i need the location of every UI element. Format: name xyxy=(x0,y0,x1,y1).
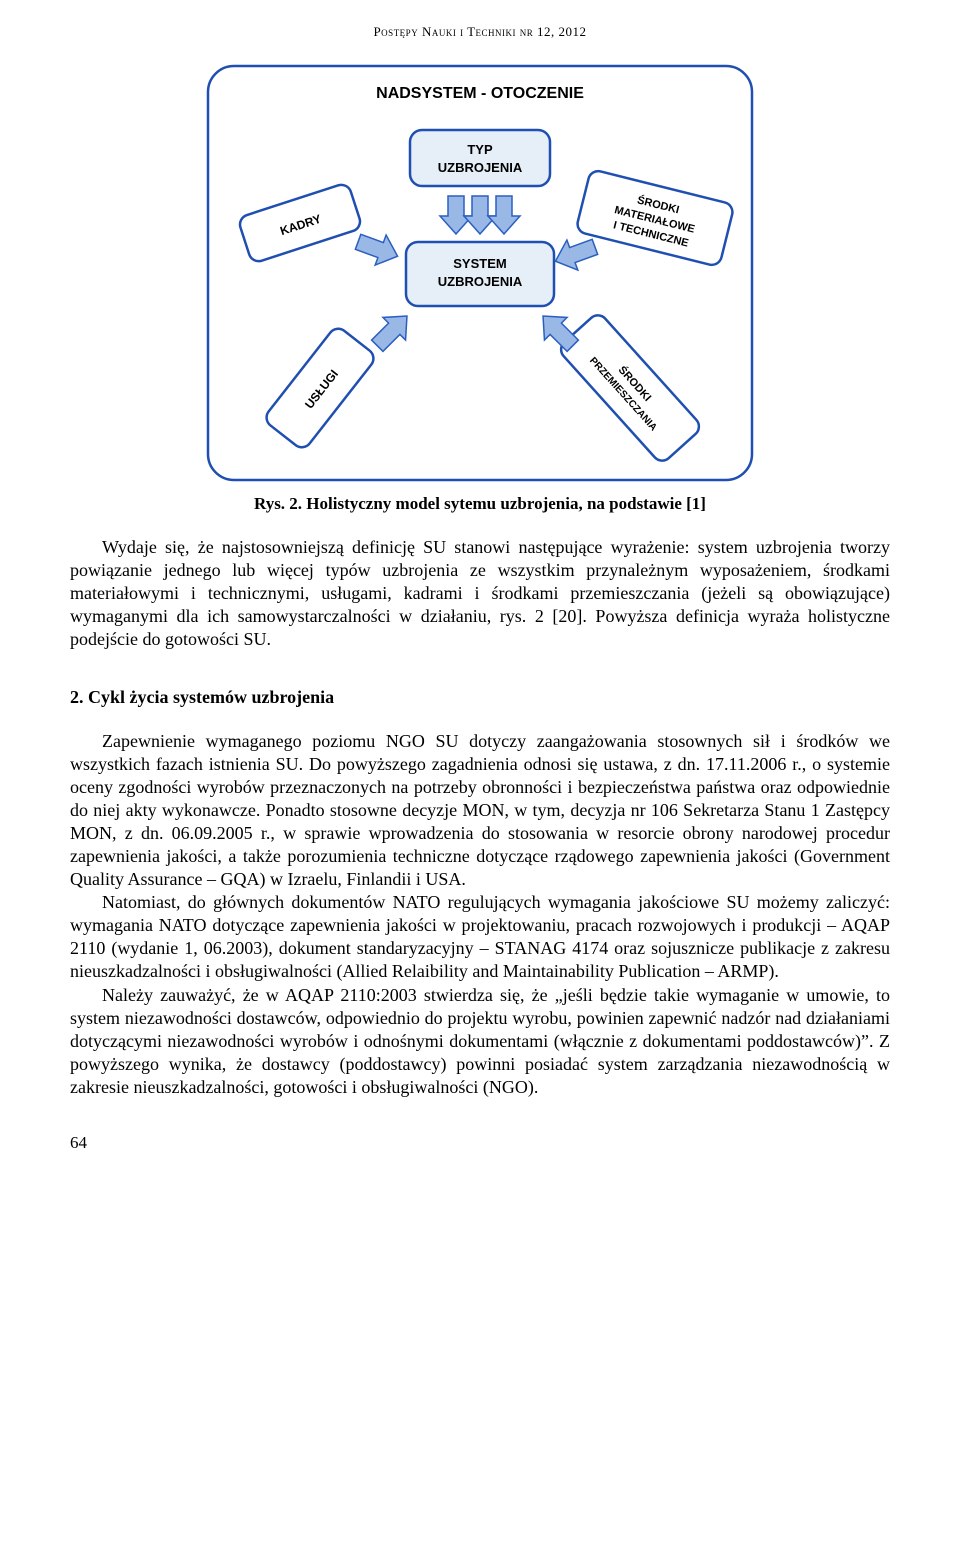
center-mid-line1: SYSTEM xyxy=(453,256,506,271)
diagram-container: NADSYSTEM - OTOCZENIE TYP UZBROJENIA SYS… xyxy=(70,58,890,488)
page-number: 64 xyxy=(70,1133,890,1153)
system-diagram: NADSYSTEM - OTOCZENIE TYP UZBROJENIA SYS… xyxy=(200,58,760,488)
paragraph-1: Wydaje się, że najstosowniejszą definicj… xyxy=(70,536,890,651)
section-title: 2. Cykl życia systemów uzbrojenia xyxy=(70,687,890,708)
center-top-line2: UZBROJENIA xyxy=(438,160,523,175)
running-head: Postępy Nauki i Techniki nr 12, 2012 xyxy=(70,24,890,40)
figure-caption: Rys. 2. Holistyczny model sytemu uzbroje… xyxy=(70,494,890,514)
center-mid-line2: UZBROJENIA xyxy=(438,274,523,289)
caption-text: Rys. 2. Holistyczny model sytemu uzbroje… xyxy=(254,494,706,513)
center-top-line1: TYP xyxy=(467,142,493,157)
outer-label: NADSYSTEM - OTOCZENIE xyxy=(376,85,584,102)
paragraph-3: Natomiast, do głównych dokumentów NATO r… xyxy=(70,891,890,983)
paragraph-4: Należy zauważyć, że w AQAP 2110:2003 stw… xyxy=(70,984,890,1099)
paragraph-2: Zapewnienie wymaganego poziomu NGO SU do… xyxy=(70,730,890,891)
arrows-down xyxy=(440,196,520,234)
